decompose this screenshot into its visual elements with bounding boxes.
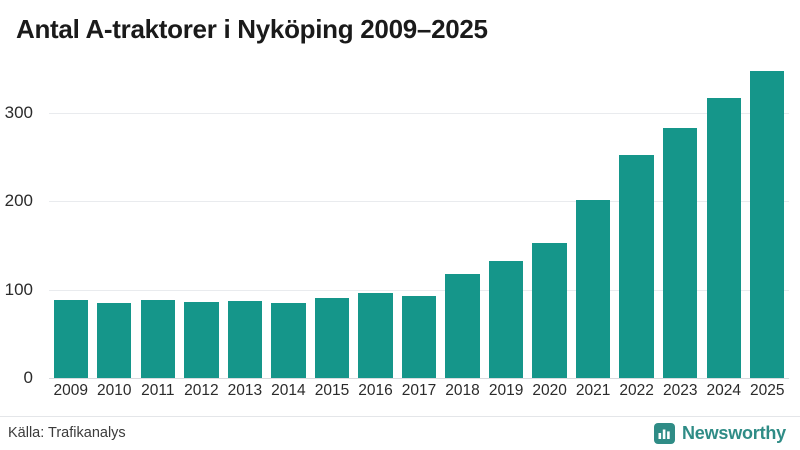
bar-slot bbox=[397, 60, 441, 378]
bar-slot bbox=[658, 60, 702, 378]
bar-slot bbox=[441, 60, 485, 378]
x-axis: 2009 2010 2011 2012 2013 2014 2015 2016 2017 2018… bbox=[49, 382, 789, 400]
bar-2020[interactable] bbox=[532, 242, 567, 378]
x-tick-label-2016: 2016 bbox=[358, 382, 393, 399]
bar-slot bbox=[310, 60, 354, 378]
x-tick-label-2015: 2015 bbox=[314, 382, 350, 399]
x-tick-label-2024: 2024 bbox=[706, 382, 741, 399]
bar-slot bbox=[484, 60, 528, 378]
y-tick-label: 100 bbox=[4, 279, 33, 299]
bar-slot bbox=[528, 60, 572, 378]
plot-area: 0 100 200 300 bbox=[5, 60, 789, 387]
bar-slot bbox=[267, 60, 311, 378]
bar-series bbox=[49, 60, 789, 378]
bar-2014[interactable] bbox=[271, 302, 306, 378]
bar-2011[interactable] bbox=[140, 300, 176, 378]
bar-2025[interactable] bbox=[750, 71, 785, 378]
bar-2016[interactable] bbox=[358, 293, 393, 378]
bar-2019[interactable] bbox=[488, 260, 524, 378]
bar-slot bbox=[180, 60, 224, 378]
x-tick-label-2014: 2014 bbox=[271, 382, 306, 399]
bar-2018[interactable] bbox=[445, 273, 480, 378]
bar-chart-logo-icon bbox=[653, 423, 675, 444]
bar-2022[interactable] bbox=[619, 154, 654, 378]
x-tick-label-2022: 2022 bbox=[619, 382, 654, 399]
gridline-0 bbox=[49, 378, 789, 379]
x-tick-label-2010: 2010 bbox=[97, 382, 132, 399]
x-tick-label-2009: 2009 bbox=[53, 382, 88, 399]
page-title: Antal A-traktorer i Nyköping 2009–2025 bbox=[16, 14, 488, 44]
x-tick-label-2011: 2011 bbox=[141, 382, 175, 399]
bar-slot bbox=[223, 60, 267, 378]
x-tick-label-2021: 2021 bbox=[575, 382, 611, 399]
bar-slot bbox=[571, 60, 615, 378]
y-tick-label: 0 bbox=[23, 368, 33, 387]
x-tick-label-2013: 2013 bbox=[227, 382, 263, 399]
x-tick-label-2025: 2025 bbox=[750, 382, 785, 399]
bar-slot bbox=[615, 60, 659, 378]
x-tick-label-2020: 2020 bbox=[532, 382, 567, 399]
bar-2017[interactable] bbox=[401, 295, 437, 378]
x-tick-label-2023: 2023 bbox=[662, 382, 698, 399]
bar-slot bbox=[49, 60, 93, 378]
x-tick-label-2018: 2018 bbox=[445, 382, 480, 399]
newsworthy-logo[interactable]: Newsworthy bbox=[653, 423, 786, 444]
bar-2009[interactable] bbox=[53, 300, 88, 378]
bar-2012[interactable] bbox=[184, 302, 219, 378]
bar-2010[interactable] bbox=[97, 302, 132, 378]
bar-2013[interactable] bbox=[227, 301, 263, 378]
x-tick-label-2019: 2019 bbox=[488, 382, 524, 399]
brand-name: Newsworthy bbox=[681, 423, 786, 443]
bar-slot bbox=[93, 60, 137, 378]
footer-divider bbox=[0, 416, 800, 417]
bar-slot bbox=[746, 60, 790, 378]
y-tick-label: 300 bbox=[4, 103, 33, 122]
y-tick-label: 200 bbox=[4, 191, 33, 211]
bar-2021[interactable] bbox=[575, 199, 611, 378]
bar-slot bbox=[136, 60, 180, 378]
bar-2023[interactable] bbox=[663, 128, 698, 378]
bar-2024[interactable] bbox=[706, 97, 741, 378]
bar-slot bbox=[354, 60, 398, 378]
bar-2015[interactable] bbox=[314, 297, 350, 378]
source-note: Källa: Trafikanalys bbox=[8, 425, 126, 441]
bar-slot bbox=[702, 60, 746, 378]
x-tick-label-2017: 2017 bbox=[401, 382, 437, 399]
x-tick-label-2012: 2012 bbox=[184, 382, 219, 399]
